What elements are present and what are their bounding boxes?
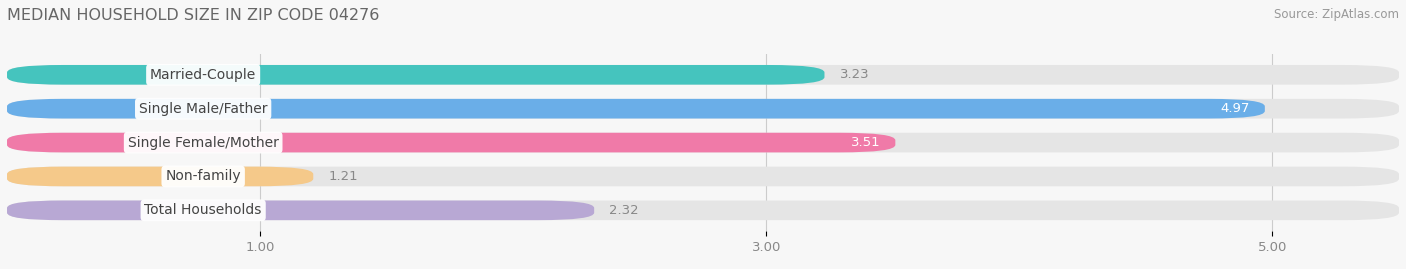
FancyBboxPatch shape (7, 200, 1399, 220)
FancyBboxPatch shape (7, 65, 1399, 85)
Text: 4.97: 4.97 (1220, 102, 1250, 115)
Text: 2.32: 2.32 (609, 204, 638, 217)
Text: MEDIAN HOUSEHOLD SIZE IN ZIP CODE 04276: MEDIAN HOUSEHOLD SIZE IN ZIP CODE 04276 (7, 8, 380, 23)
FancyBboxPatch shape (7, 167, 1399, 186)
FancyBboxPatch shape (7, 99, 1399, 119)
FancyBboxPatch shape (7, 200, 595, 220)
FancyBboxPatch shape (7, 133, 1399, 153)
Text: Single Female/Mother: Single Female/Mother (128, 136, 278, 150)
Text: Single Male/Father: Single Male/Father (139, 102, 267, 116)
Text: 3.51: 3.51 (851, 136, 880, 149)
Text: 1.21: 1.21 (329, 170, 359, 183)
FancyBboxPatch shape (7, 65, 824, 85)
Text: Source: ZipAtlas.com: Source: ZipAtlas.com (1274, 8, 1399, 21)
FancyBboxPatch shape (7, 133, 896, 153)
FancyBboxPatch shape (7, 99, 1265, 119)
Text: 3.23: 3.23 (839, 68, 869, 81)
Text: Married-Couple: Married-Couple (150, 68, 256, 82)
Text: Total Households: Total Households (145, 203, 262, 217)
FancyBboxPatch shape (7, 167, 314, 186)
Text: Non-family: Non-family (166, 169, 240, 183)
